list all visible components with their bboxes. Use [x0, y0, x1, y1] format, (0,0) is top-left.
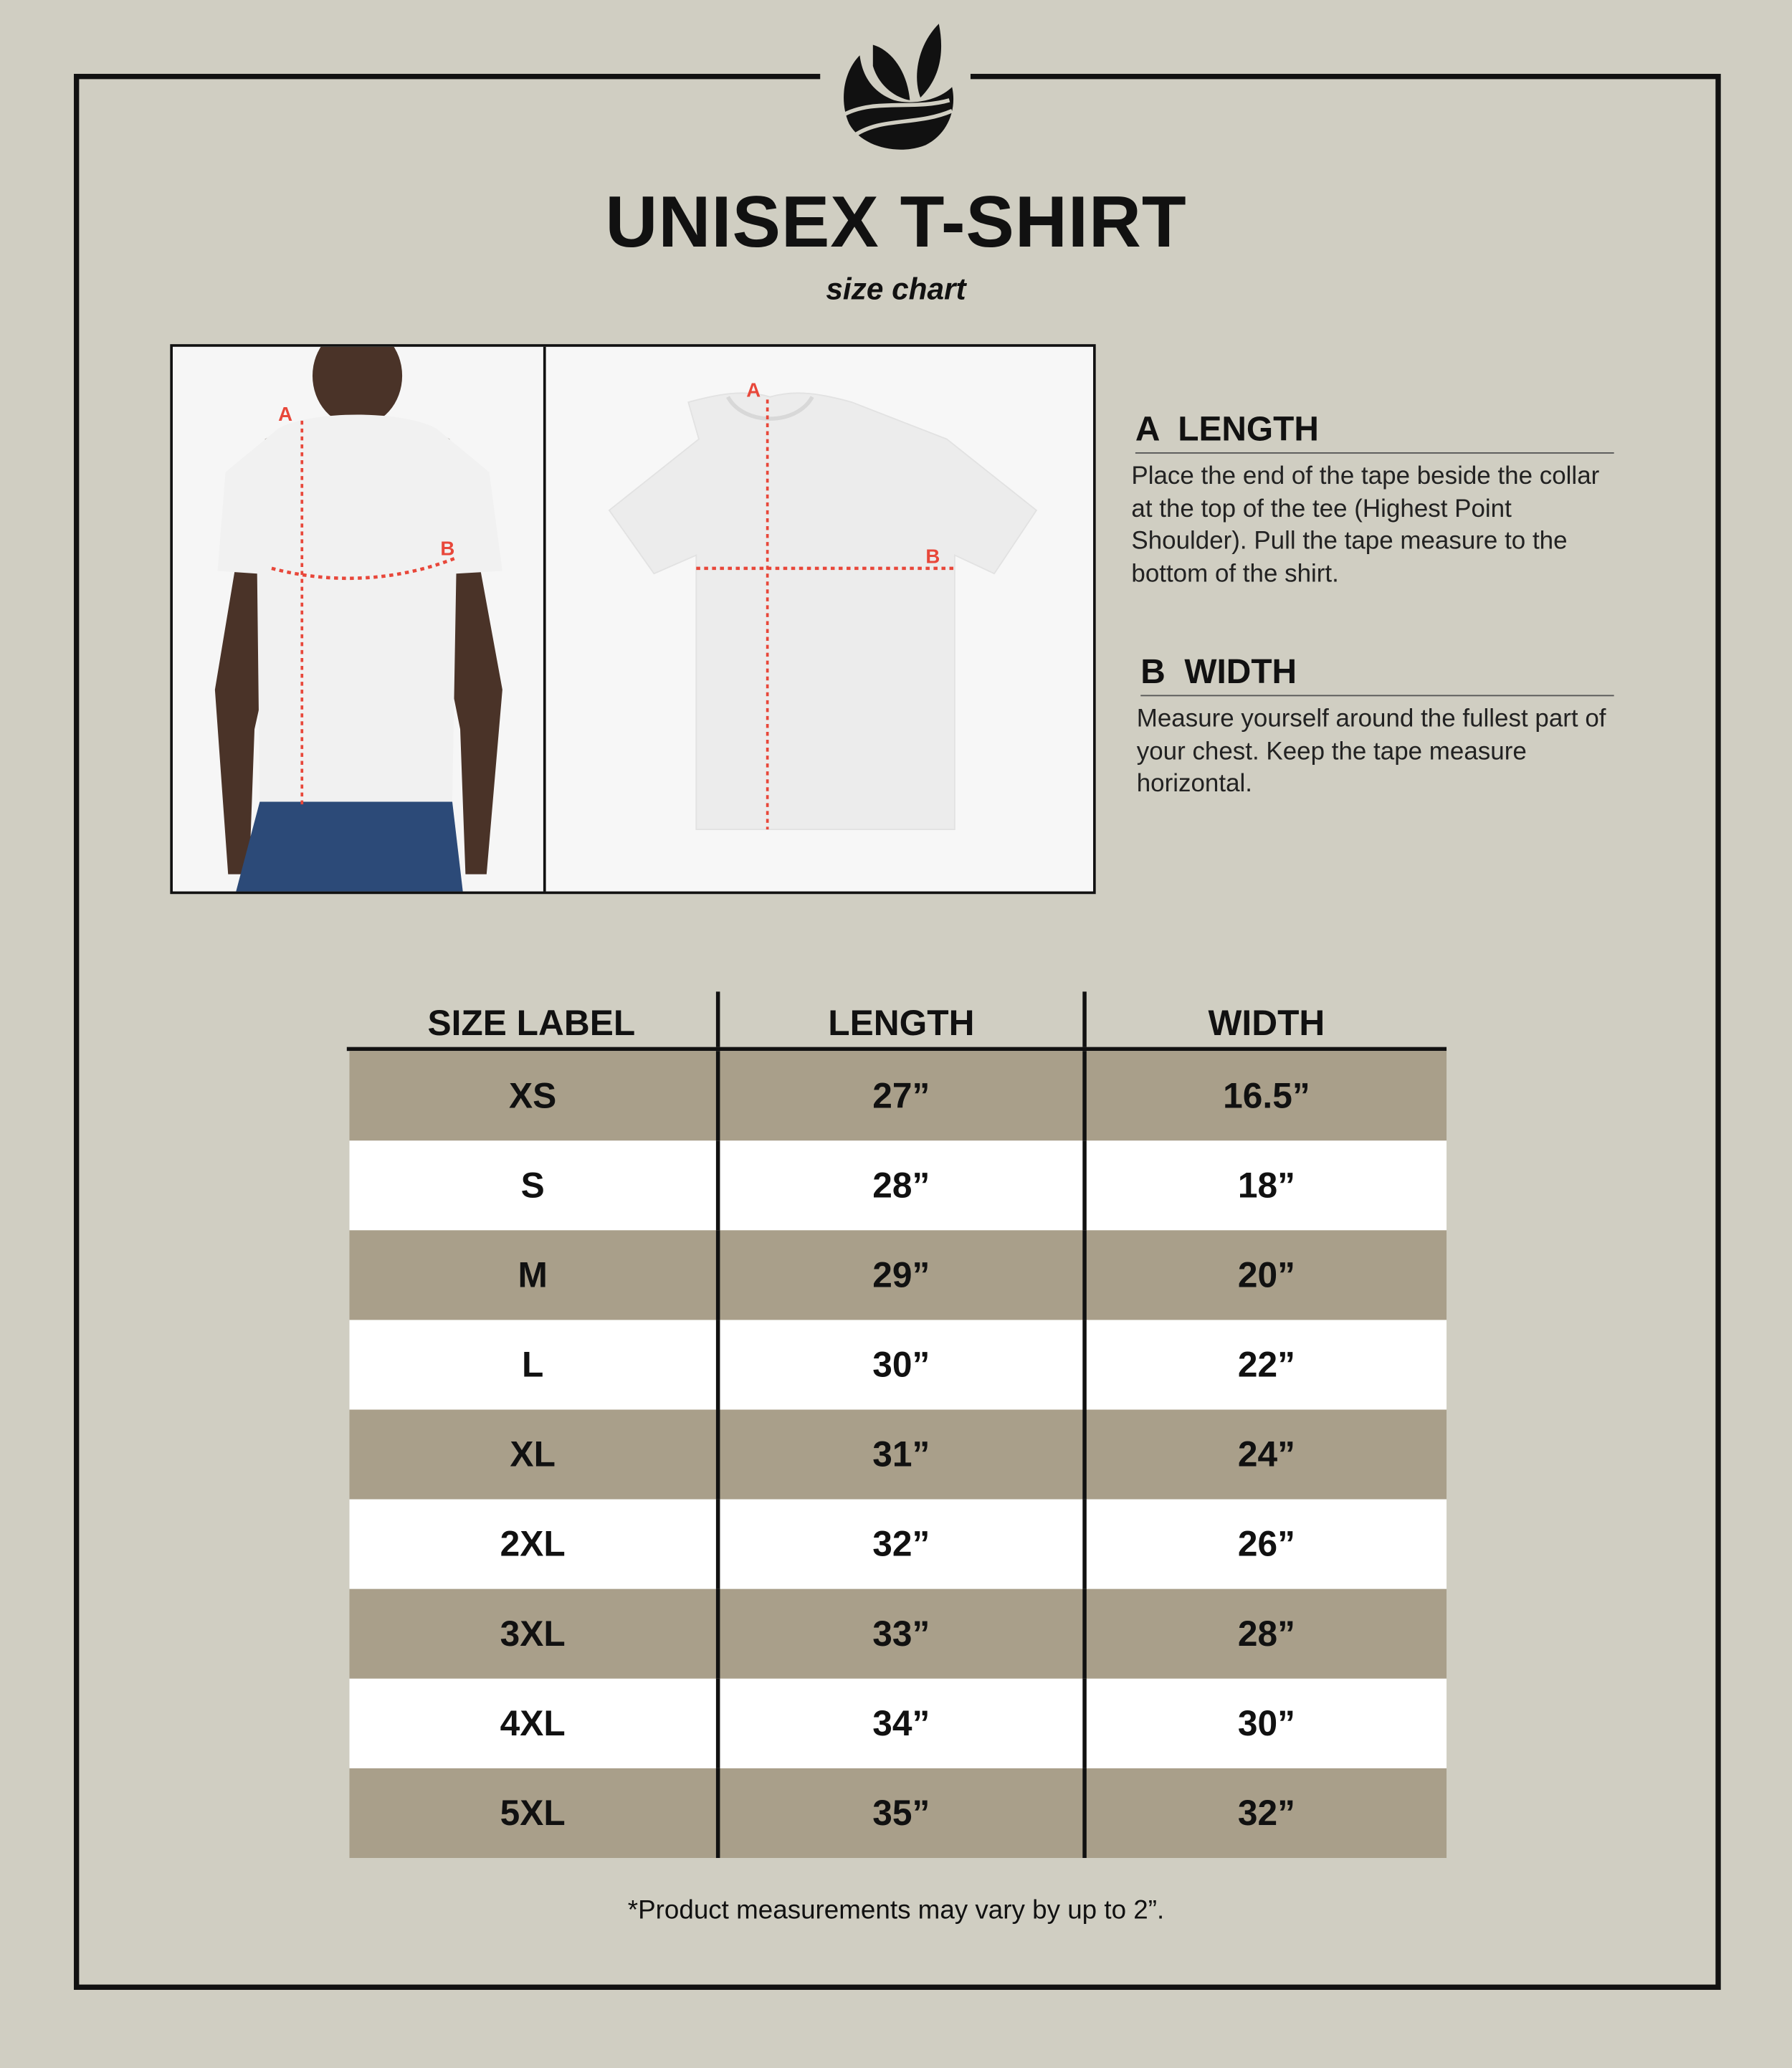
width-cell: 22”: [1237, 1344, 1295, 1384]
length-cell: 31”: [720, 1409, 1087, 1500]
table-row: 2XL 32” 26”: [349, 1499, 1447, 1589]
length-cell: 35”: [720, 1768, 1087, 1858]
size-cell: 4XL: [349, 1678, 720, 1768]
tshirt-flat-image: A B: [608, 379, 1038, 831]
size-table: SIZE LABEL LENGTH WIDTH XS 27” 16.5” S 28” 18…: [346, 991, 1447, 1858]
size-cell: S: [349, 1140, 720, 1231]
width-text: Measure yourself around the fullest part…: [1136, 705, 1606, 798]
length-cell: 29”: [720, 1230, 1087, 1320]
width-cell: 16.5”: [1223, 1075, 1310, 1115]
marker-b: B: [925, 545, 940, 568]
page-subtitle: size chart: [826, 271, 966, 306]
marker-b: B: [440, 537, 454, 559]
leaf-logo-icon: [840, 24, 954, 150]
width-instructions: B WIDTH Measure yourself around the full…: [1137, 652, 1614, 801]
header-size-label: SIZE LABEL: [347, 991, 720, 1047]
length-heading: A LENGTH: [1135, 409, 1614, 454]
marker-a: A: [746, 379, 761, 401]
length-instructions: A LENGTH Place the end of the tape besid…: [1131, 409, 1614, 591]
table-row: 3XL 33” 28”: [349, 1588, 1447, 1679]
width-heading: B WIDTH: [1140, 652, 1614, 697]
width-cell: 24”: [1237, 1434, 1295, 1474]
size-cell: 3XL: [349, 1588, 720, 1679]
model-photo: A B: [172, 346, 543, 892]
length-cell: 30”: [720, 1320, 1087, 1410]
table-row: S 28” 18”: [349, 1140, 1447, 1231]
width-cell: 20”: [1237, 1254, 1295, 1295]
width-cell: 18”: [1237, 1165, 1295, 1205]
table-row: L 30” 22”: [349, 1320, 1447, 1410]
width-cell: 32”: [1237, 1792, 1295, 1833]
width-cell: 28”: [1237, 1613, 1295, 1653]
marker-a: A: [278, 403, 292, 425]
header-width: WIDTH: [1208, 1003, 1325, 1043]
table-row: 5XL 35” 32”: [349, 1768, 1447, 1858]
size-cell: 2XL: [349, 1499, 720, 1589]
page-title: UNISEX T-SHIRT: [605, 181, 1187, 263]
size-cell: 5XL: [349, 1768, 720, 1858]
length-cell: 32”: [720, 1499, 1087, 1589]
header-length: LENGTH: [720, 991, 1087, 1047]
table-row: XL 31” 24”: [349, 1409, 1447, 1500]
length-cell: 28”: [720, 1140, 1087, 1231]
size-cell: XS: [349, 1051, 720, 1141]
size-cell: L: [349, 1320, 720, 1410]
size-cell: M: [349, 1230, 720, 1320]
footnote: *Product measurements may vary by up to …: [627, 1896, 1165, 1925]
image-divider: [543, 346, 546, 892]
measurement-diagram: A B A B: [170, 344, 1096, 895]
table-header: SIZE LABEL LENGTH WIDTH: [346, 991, 1447, 1052]
length-cell: 33”: [720, 1588, 1087, 1679]
table-row: XS 27” 16.5”: [349, 1051, 1447, 1141]
width-cell: 30”: [1237, 1702, 1295, 1743]
length-text: Place the end of the tape beside the col…: [1131, 462, 1600, 588]
width-cell: 26”: [1237, 1523, 1295, 1563]
table-row: 4XL 34” 30”: [349, 1678, 1447, 1768]
size-cell: XL: [349, 1409, 720, 1500]
length-cell: 34”: [720, 1678, 1087, 1768]
length-cell: 27”: [720, 1051, 1087, 1141]
table-row: M 29” 20”: [349, 1230, 1447, 1320]
